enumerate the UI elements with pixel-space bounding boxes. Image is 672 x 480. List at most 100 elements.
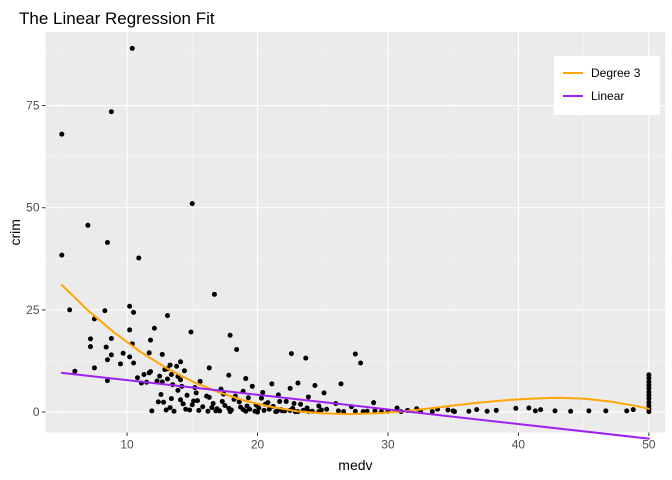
data-point xyxy=(141,371,147,377)
data-point xyxy=(283,398,289,404)
data-point xyxy=(108,109,114,115)
data-point xyxy=(526,405,532,411)
data-point xyxy=(586,408,592,414)
y-axis-title: crim xyxy=(7,219,23,245)
x-axis-title: medv xyxy=(338,457,372,473)
data-point xyxy=(180,401,186,407)
data-point xyxy=(630,407,636,413)
data-point xyxy=(205,408,211,414)
data-point xyxy=(450,408,456,414)
data-point xyxy=(161,399,167,405)
data-point xyxy=(129,45,135,51)
data-point xyxy=(243,376,249,382)
data-point xyxy=(211,291,217,297)
legend-label: Linear xyxy=(591,89,624,103)
data-point xyxy=(206,365,212,371)
data-point xyxy=(178,377,184,383)
data-point xyxy=(72,368,78,374)
data-point xyxy=(646,379,652,385)
data-point xyxy=(193,390,199,396)
data-point xyxy=(538,407,544,413)
data-point xyxy=(88,344,94,350)
data-point xyxy=(196,407,202,413)
data-point xyxy=(164,313,170,319)
data-point xyxy=(131,309,137,315)
data-point xyxy=(164,376,170,382)
data-point xyxy=(146,350,152,356)
data-point xyxy=(493,407,499,413)
y-tick-label: 50 xyxy=(26,201,40,215)
data-point xyxy=(261,407,267,413)
data-point xyxy=(305,394,311,400)
data-point xyxy=(234,347,240,353)
data-point xyxy=(104,378,110,384)
data-point xyxy=(67,307,73,313)
data-point xyxy=(108,352,114,358)
data-point xyxy=(206,394,212,400)
data-point xyxy=(256,405,262,411)
data-point xyxy=(552,408,558,414)
data-point xyxy=(167,362,173,368)
data-point xyxy=(269,381,275,387)
data-point xyxy=(168,371,174,377)
data-point xyxy=(445,407,451,413)
data-point xyxy=(288,351,294,357)
data-point xyxy=(244,403,250,409)
data-point xyxy=(226,372,232,378)
data-point xyxy=(222,403,228,409)
data-point xyxy=(191,398,197,404)
data-point xyxy=(624,408,630,414)
data-point xyxy=(59,131,65,137)
x-tick-label: 50 xyxy=(642,438,656,452)
data-point xyxy=(260,389,266,395)
data-point xyxy=(209,405,215,411)
data-point xyxy=(312,383,318,388)
x-tick-label: 30 xyxy=(381,438,395,452)
data-point xyxy=(167,405,173,411)
data-point xyxy=(171,408,177,414)
data-point xyxy=(338,381,344,387)
data-point xyxy=(175,387,181,393)
data-point xyxy=(91,365,97,371)
grid-minor xyxy=(45,32,666,433)
data-point xyxy=(187,407,193,413)
data-point xyxy=(213,408,219,414)
data-point xyxy=(227,409,233,415)
data-point xyxy=(277,398,283,404)
y-tick-label: 25 xyxy=(26,303,40,317)
data-point xyxy=(532,408,538,414)
data-point xyxy=(183,406,189,412)
x-tick-label: 20 xyxy=(251,438,265,452)
x-tick-label: 40 xyxy=(512,438,526,452)
data-point xyxy=(127,354,133,360)
data-point xyxy=(189,201,195,207)
data-point xyxy=(287,385,293,391)
legend-background xyxy=(554,56,660,115)
data-point xyxy=(108,336,114,342)
data-point xyxy=(136,255,142,261)
data-point xyxy=(103,344,109,350)
data-point xyxy=(194,398,200,404)
data-point xyxy=(154,378,160,384)
data-point xyxy=(335,408,341,414)
data-point xyxy=(371,400,377,406)
data-point xyxy=(236,399,242,405)
data-point xyxy=(104,239,110,245)
data-point xyxy=(372,408,378,414)
data-point xyxy=(127,327,133,333)
data-point xyxy=(200,404,206,410)
data-point xyxy=(274,408,280,414)
data-point xyxy=(227,332,233,338)
data-point xyxy=(429,409,435,415)
data-point xyxy=(646,372,652,378)
x-axis-ticks: 10 20 30 40 50 xyxy=(120,432,656,452)
data-point xyxy=(252,408,258,414)
data-point xyxy=(474,407,480,413)
data-point xyxy=(178,359,184,365)
data-point xyxy=(466,408,472,414)
data-point xyxy=(188,329,194,335)
y-tick-label: 75 xyxy=(26,99,40,113)
x-tick-label: 10 xyxy=(120,438,134,452)
data-point xyxy=(352,408,358,414)
